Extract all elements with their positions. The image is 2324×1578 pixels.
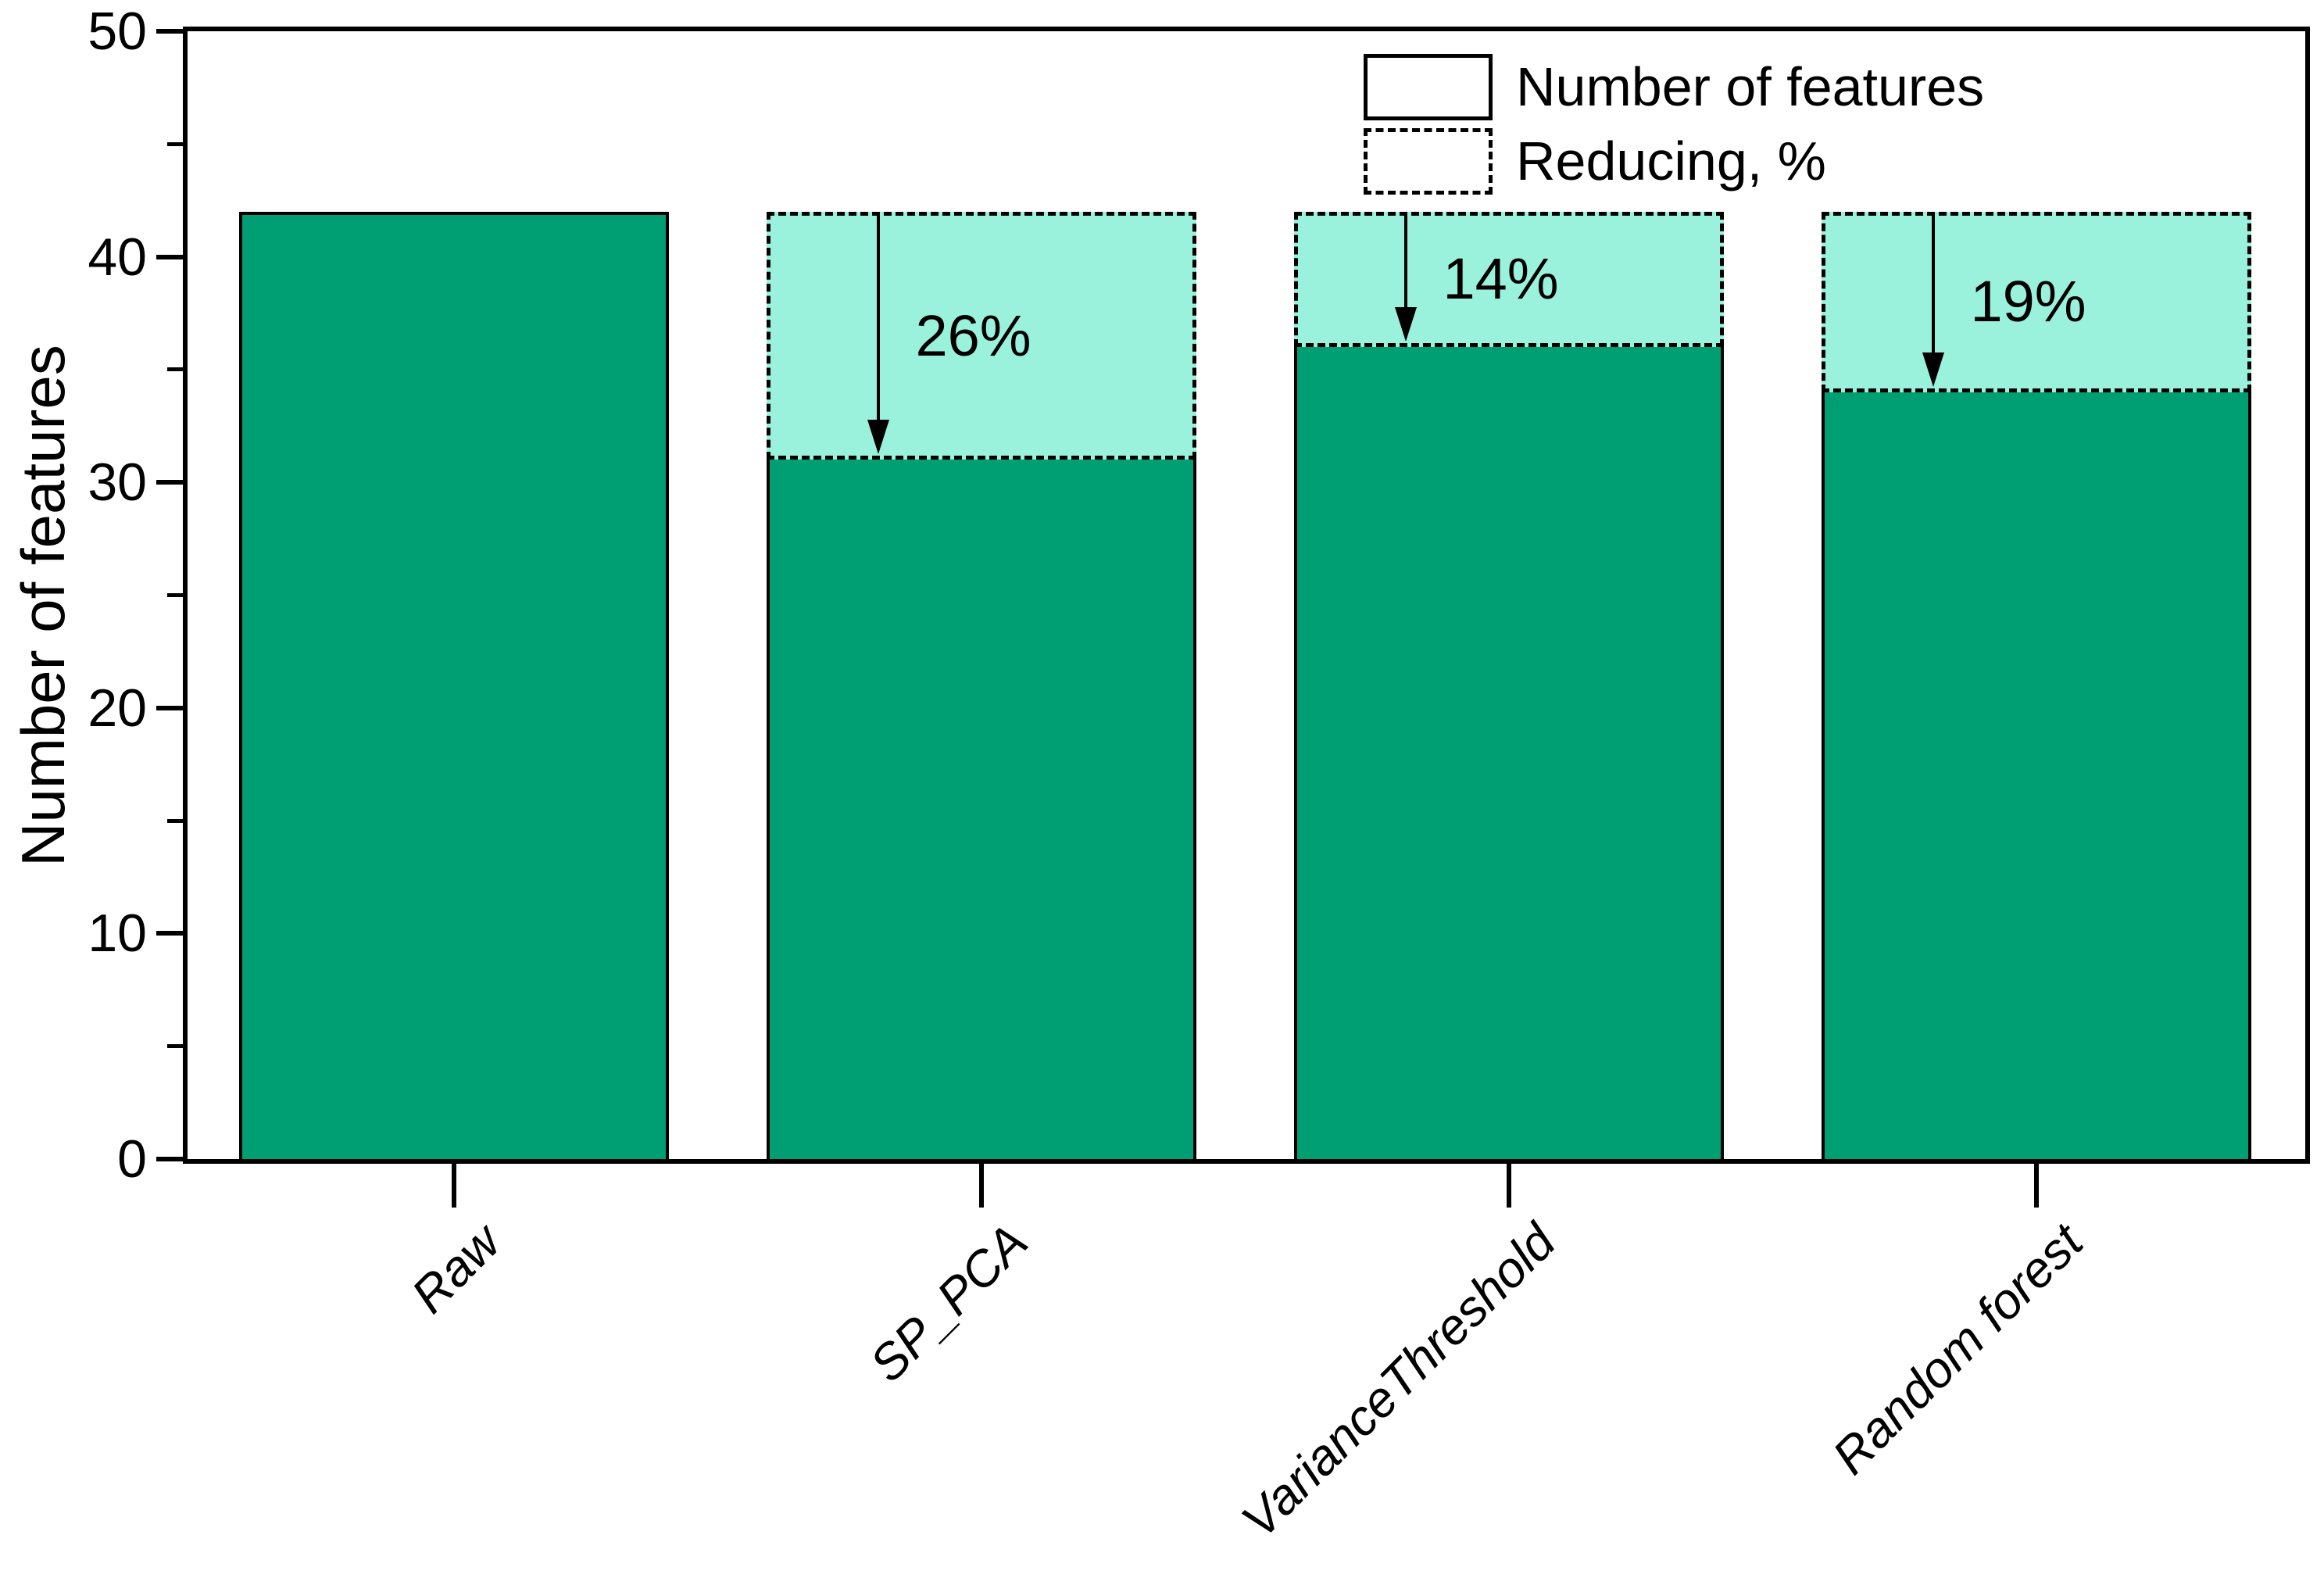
reduction-box-sp-pca: 26% — [767, 211, 1196, 460]
y-axis-minor-tick — [167, 818, 183, 823]
y-axis-title: Number of features — [9, 345, 77, 867]
legend-swatch-dashed — [1364, 127, 1493, 195]
x-axis-category-label: VarianceThreshold — [1231, 1213, 1567, 1549]
x-axis-tick — [1507, 1164, 1511, 1208]
bar-random-forest — [1822, 392, 2251, 1159]
y-axis-tick-label: 50 — [88, 2, 147, 61]
reduction-percent-label: 19% — [1970, 269, 2086, 335]
legend-swatch-solid — [1364, 53, 1493, 120]
reduction-box-random-forest: 19% — [1822, 211, 2251, 392]
bar-raw — [239, 211, 669, 1159]
y-axis-tick-label: 40 — [88, 227, 147, 287]
y-axis-major-tick — [156, 1157, 183, 1161]
y-axis-major-tick — [156, 29, 183, 34]
y-axis-minor-tick — [167, 593, 183, 597]
reduction-arrow-line — [1403, 215, 1407, 314]
y-axis-tick-label: 10 — [88, 904, 147, 964]
legend-item-number-of-features: Number of features — [1364, 53, 1984, 120]
bar-variancethreshold — [1294, 347, 1724, 1159]
y-axis-tick-label: 30 — [88, 453, 147, 513]
x-axis-tick — [452, 1164, 456, 1208]
reduction-arrow-head — [1922, 352, 1944, 387]
y-axis-major-tick — [156, 705, 183, 710]
y-axis-major-tick — [156, 480, 183, 485]
x-axis-tick — [979, 1164, 984, 1208]
y-axis-major-tick — [156, 931, 183, 936]
x-axis-category-label: Raw — [400, 1213, 512, 1324]
legend: Number of features Reducing, % — [1364, 53, 1984, 202]
y-axis-major-tick — [156, 254, 183, 259]
legend-item-reducing: Reducing, % — [1364, 127, 1984, 195]
reduction-arrow-line — [1931, 215, 1935, 359]
x-axis-category-label: SP_PCA — [859, 1213, 1039, 1393]
y-axis-minor-tick — [167, 1044, 183, 1049]
bar-sp-pca — [767, 460, 1196, 1159]
reduction-arrow-line — [876, 215, 880, 427]
legend-label: Number of features — [1516, 56, 1985, 117]
legend-label: Reducing, % — [1516, 131, 1826, 191]
y-axis-tick-label: 20 — [88, 678, 147, 738]
x-axis-category-label: Random forest — [1822, 1213, 2094, 1485]
reduction-percent-label: 26% — [915, 302, 1031, 368]
x-axis-tick — [2034, 1164, 2039, 1208]
plot-area: 0 10 20 30 40 50 Raw 26% SP_PCA 14% VarianceThresh… — [88, 5, 2310, 1548]
y-axis-minor-tick — [167, 141, 183, 146]
y-axis-tick-label: 0 — [117, 1129, 147, 1189]
reduction-arrow-head — [1394, 307, 1417, 342]
reduction-percent-label: 14% — [1443, 246, 1559, 312]
y-axis-minor-tick — [167, 367, 183, 372]
reduction-arrow-head — [867, 420, 889, 455]
reduction-box-variancethreshold: 14% — [1294, 211, 1724, 348]
